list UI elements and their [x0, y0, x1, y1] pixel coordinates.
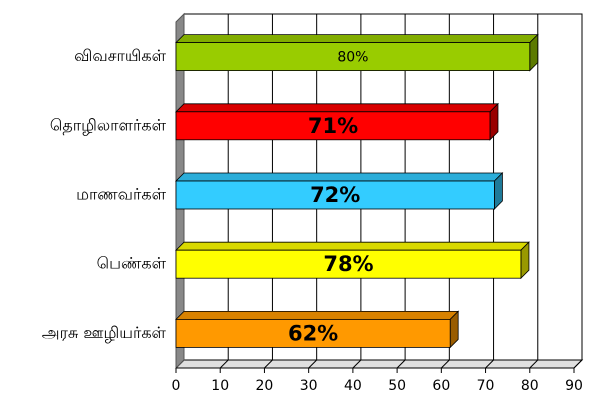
bar — [175, 180, 495, 210]
floor-line — [264, 359, 273, 369]
value-label: 71% — [308, 114, 358, 138]
bar-top — [175, 310, 460, 320]
x-tick-label: 30 — [300, 378, 318, 394]
bar — [175, 249, 522, 279]
x-tick-label: 60 — [432, 378, 450, 394]
bar-top — [175, 172, 504, 182]
bar-top — [175, 34, 539, 43]
value-label: 78% — [323, 252, 373, 276]
x-tick-label: 70 — [477, 378, 495, 394]
floor-line — [396, 359, 406, 369]
floor-line — [485, 359, 494, 369]
y-tick-label: தொழிலாளர்கள் — [50, 115, 167, 134]
x-tick-label: 20 — [256, 378, 274, 394]
bar — [175, 42, 531, 71]
x-tick-label: 0 — [172, 378, 181, 394]
floor-line — [529, 359, 539, 369]
floor-line — [440, 359, 450, 369]
x-tick-label: 50 — [388, 378, 406, 394]
floor-line — [573, 359, 583, 369]
x-tick-label: 10 — [211, 378, 229, 394]
floor — [174, 359, 584, 369]
floor-line — [308, 359, 318, 369]
y-tick-label: அரசு ஊழியர்கள் — [42, 323, 167, 342]
bar-top — [175, 241, 530, 251]
floor-line — [352, 359, 362, 369]
value-label: 62% — [288, 321, 338, 345]
x-tick-label: 80 — [521, 378, 539, 394]
y-tick-label: பெண்கள் — [97, 254, 167, 273]
value-label: 80% — [337, 50, 368, 66]
floor-line — [219, 359, 229, 369]
bar — [175, 318, 451, 348]
x-tick-label: 40 — [344, 378, 362, 394]
bar-top — [175, 103, 499, 113]
bar — [175, 111, 491, 141]
y-tick-label: விவசாயிகள் — [74, 46, 166, 65]
value-label: 72% — [310, 183, 360, 207]
x-tick-label: 90 — [565, 378, 583, 394]
y-tick-label: மாணவர்கள் — [76, 185, 167, 204]
